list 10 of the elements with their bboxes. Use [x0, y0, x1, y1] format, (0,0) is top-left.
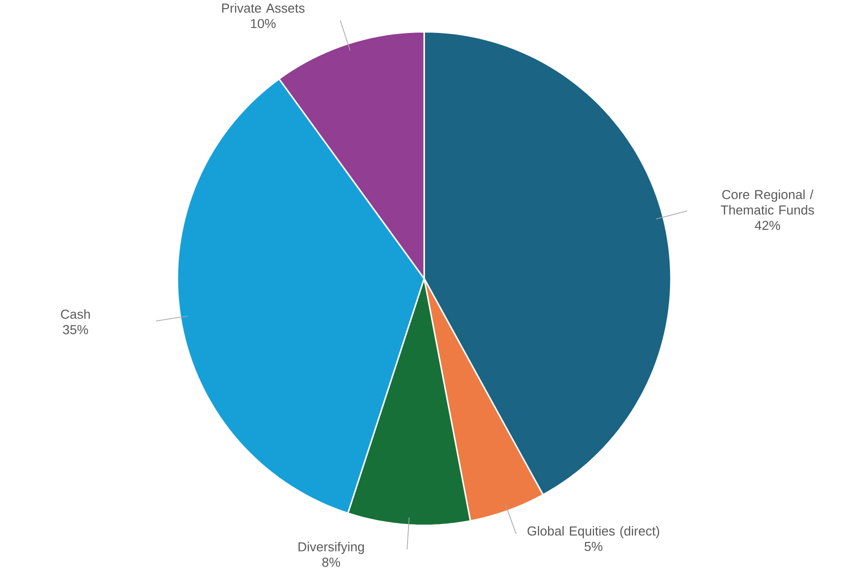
- data-label: 5%: [584, 542, 602, 552]
- slice-label: Core Regional / Thematic Funds: [720, 190, 814, 215]
- data-label: 35%: [62, 325, 88, 334]
- data-label: 10%: [251, 18, 276, 28]
- slice-label: Cash: [60, 309, 90, 319]
- slice-label: Diversifying: [298, 542, 364, 554]
- slice-label: Global Equities (direct): [528, 526, 660, 538]
- slice-label: Private Assets: [222, 3, 305, 13]
- data-label: 8%: [322, 558, 340, 567]
- data-label: 42%: [754, 220, 780, 230]
